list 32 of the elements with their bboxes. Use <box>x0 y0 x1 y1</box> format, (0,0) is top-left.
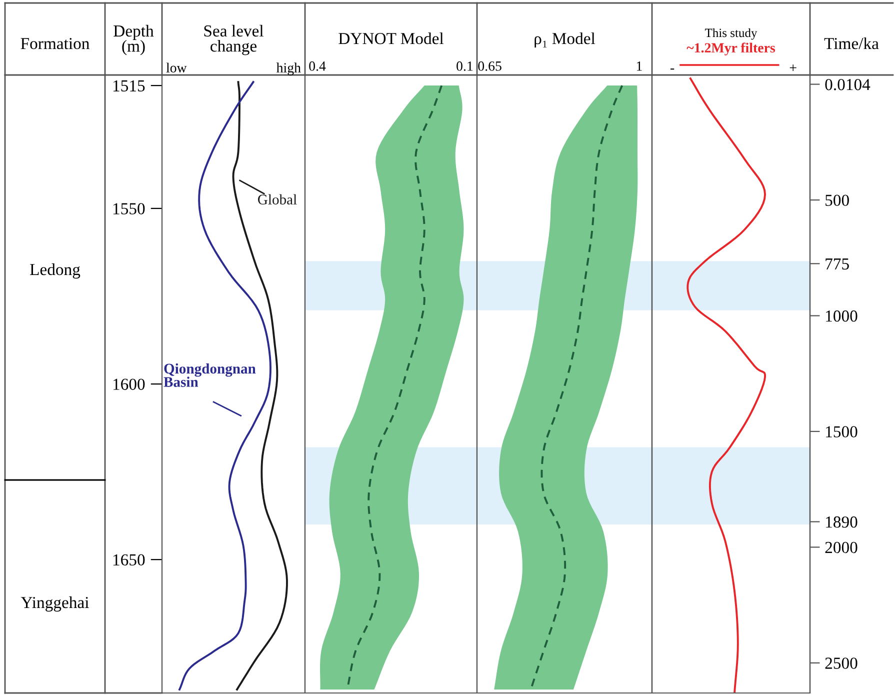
y2-tick-label: 775 <box>826 258 849 270</box>
chart-title: This study <box>705 28 758 40</box>
y-axis-title: Depth (m) <box>114 24 154 56</box>
y-tick-label: 1650 <box>113 554 145 566</box>
y2-tick-label: 1000 <box>826 310 858 322</box>
x-tick-label: 1 <box>636 61 642 71</box>
text: + <box>790 64 796 71</box>
series-label: Qiongdongnan Basin <box>164 363 256 387</box>
y2-tick-label: 1500 <box>826 426 858 438</box>
y2-tick-label: 2000 <box>825 542 858 554</box>
y2-tick-label: 500 <box>826 194 849 206</box>
chart-subtitle: ~1.2Myr filters <box>686 42 776 56</box>
text: Formation <box>20 38 90 50</box>
legend-label: Global <box>258 194 297 204</box>
y-tick-label: 1550 <box>113 203 145 214</box>
x-tick-label: 0.1 <box>456 61 473 71</box>
text: Yinggehai <box>20 596 89 612</box>
text: Ledong <box>30 263 80 279</box>
x-tick-label: 0.4 <box>309 61 326 71</box>
x-tick-label: 0.65 <box>478 61 502 71</box>
y-tick-label: 1515 <box>113 80 145 92</box>
y-tick-label: 1600 <box>113 378 145 390</box>
annotation: high <box>276 62 301 76</box>
y2-tick-label: 0.0104 <box>825 78 870 90</box>
chart-title: DYNOT Model <box>338 32 444 44</box>
chart-title: ρ₁ Model <box>534 32 596 48</box>
y2-tick-label: 2500 <box>825 658 858 669</box>
y2-tick-label: 1890 <box>826 516 858 528</box>
text: - <box>670 68 674 70</box>
y2-axis-title: Time/ka <box>824 37 879 50</box>
text: low <box>166 62 187 72</box>
chart-title: Sea level change <box>204 24 264 56</box>
